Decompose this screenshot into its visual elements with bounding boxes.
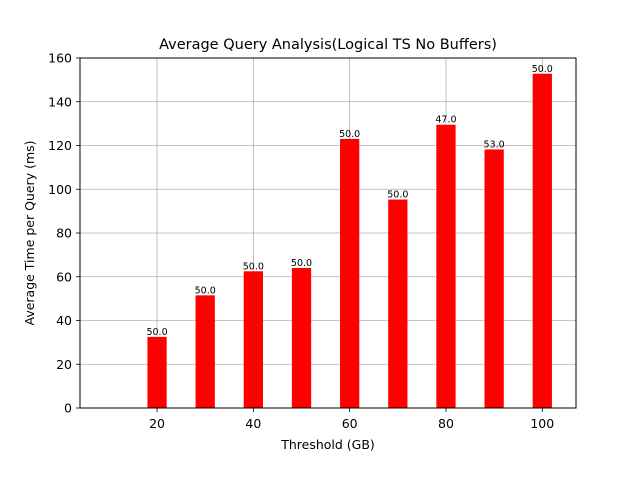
y-tick-label: 160 — [48, 51, 72, 66]
bar-value-label: 50.0 — [146, 327, 167, 338]
bar-value-label: 50.0 — [195, 285, 216, 296]
bar — [532, 73, 552, 408]
bars — [147, 73, 552, 408]
bar — [340, 138, 360, 408]
bar — [291, 268, 312, 408]
bar — [484, 149, 504, 408]
y-tick-label: 60 — [56, 269, 72, 284]
y-axis-label: Average Time per Query (ms) — [22, 140, 37, 325]
bar-value-label: 50.0 — [387, 190, 408, 201]
x-tick-label: 20 — [149, 416, 165, 431]
y-tick-label: 100 — [48, 182, 72, 197]
y-tick-label: 120 — [48, 138, 72, 153]
bar — [243, 271, 263, 408]
x-tick-label: 80 — [438, 416, 454, 431]
bar — [436, 124, 456, 408]
bar-value-label: 50.0 — [243, 261, 264, 272]
y-tick-label: 0 — [64, 401, 72, 416]
bar — [388, 199, 408, 408]
bar — [195, 295, 215, 408]
y-tick-label: 40 — [56, 313, 72, 328]
x-tick-label: 40 — [245, 416, 261, 431]
x-axis-label: Threshold (GB) — [280, 437, 375, 452]
chart-title: Average Query Analysis(Logical TS No Buf… — [159, 37, 497, 53]
bar-value-label: 50.0 — [291, 258, 312, 269]
bar-value-label: 53.0 — [484, 139, 505, 150]
bar-value-label: 47.0 — [435, 115, 456, 126]
y-tick-label: 140 — [48, 94, 72, 109]
bar — [147, 336, 167, 408]
bar-value-label: 50.0 — [532, 64, 553, 75]
y-tick-label: 20 — [56, 357, 72, 372]
y-tick-label: 80 — [56, 226, 72, 241]
x-axis-ticks: 20 40 60 80 100 — [149, 408, 554, 431]
bar-value-labels: 50.0 50.0 50.0 50.0 50.0 50.0 47.0 53.0 50.0 — [146, 64, 552, 338]
x-tick-label: 60 — [342, 416, 358, 431]
y-axis-ticks: 0 20 40 60 80 100 120 140 160 — [48, 51, 80, 416]
bar-value-label: 50.0 — [339, 129, 360, 140]
x-tick-label: 100 — [530, 416, 554, 431]
